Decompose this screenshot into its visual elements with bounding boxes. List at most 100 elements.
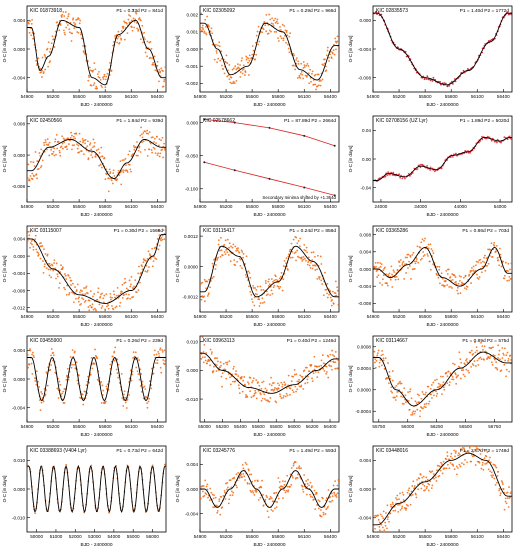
data-point (489, 39, 492, 42)
data-point (470, 460, 473, 463)
data-point (307, 375, 309, 378)
data-point (220, 249, 223, 252)
data-point (158, 244, 161, 247)
data-point (271, 17, 273, 20)
data-point (259, 285, 262, 288)
plot-frame (26, 445, 167, 533)
data-point (235, 370, 237, 373)
data-point (311, 70, 314, 73)
data-point (298, 385, 301, 388)
data-point (426, 75, 429, 78)
data-point (286, 34, 289, 37)
data-point (494, 465, 497, 467)
data-point (64, 288, 66, 291)
data-point (313, 355, 316, 358)
data-point (87, 306, 90, 308)
data-point (44, 394, 46, 397)
y-tick-label: 0.0008 (357, 345, 371, 350)
data-point (334, 37, 337, 40)
y-tick-label: -0.004 (185, 511, 198, 516)
data-point (444, 82, 447, 85)
data-point (267, 32, 270, 35)
data-point (42, 260, 44, 262)
data-point (63, 15, 66, 17)
y-tick-label: 0.004 (360, 458, 372, 463)
data-point (235, 79, 238, 82)
data-point (274, 275, 277, 278)
data-point (74, 137, 77, 140)
data-point (504, 497, 507, 500)
data-point (91, 303, 94, 306)
data-point (382, 278, 384, 281)
data-point (58, 380, 61, 383)
data-point (418, 401, 420, 404)
data-point (253, 296, 256, 299)
data-point (273, 279, 276, 282)
data-point (329, 296, 332, 299)
data-point (227, 486, 229, 489)
data-point (112, 308, 115, 311)
data-point (244, 479, 246, 481)
data-point (409, 388, 412, 391)
data-point (44, 141, 47, 144)
data-point (475, 264, 477, 267)
data-point (428, 400, 431, 403)
data-point (136, 154, 139, 157)
data-point (412, 410, 415, 413)
data-point (147, 250, 150, 253)
data-point (451, 378, 453, 381)
data-point (201, 356, 204, 359)
data-point (101, 86, 103, 88)
data-point (297, 240, 300, 242)
data-point (159, 238, 162, 240)
data-point (43, 265, 46, 268)
data-point (135, 12, 138, 15)
data-point (66, 148, 69, 151)
data-point (121, 290, 123, 293)
panel-title: KIC 03455900 (30, 338, 62, 344)
data-point (112, 169, 115, 172)
x-tick-label: 55750 (372, 424, 385, 429)
model-curve (27, 356, 166, 402)
data-point (99, 163, 102, 166)
data-point (267, 280, 270, 283)
data-point (282, 37, 285, 40)
data-point (152, 372, 155, 375)
data-point (241, 72, 244, 75)
data-point (113, 175, 116, 177)
data-point (255, 397, 258, 400)
data-point (401, 263, 404, 266)
data-point (335, 41, 338, 44)
data-point (261, 397, 264, 400)
data-point (47, 41, 50, 44)
data-point (287, 489, 290, 492)
data-point (219, 59, 222, 62)
x-tick-label: 55500 (246, 534, 259, 539)
data-point (203, 343, 206, 346)
data-point (408, 408, 411, 411)
data-point (394, 276, 396, 279)
data-point (226, 488, 228, 491)
data-point (418, 164, 421, 167)
data-point (452, 82, 454, 85)
data-point (455, 450, 457, 453)
data-point (77, 374, 80, 377)
data-point (134, 355, 136, 358)
data-point (146, 154, 149, 157)
data-point (27, 17, 28, 20)
data-point (216, 258, 219, 260)
plot-frame (199, 445, 340, 533)
data-point (496, 474, 499, 477)
data-point (98, 303, 101, 306)
y-tick-label: 0.010 (14, 458, 26, 463)
data-point (135, 154, 138, 157)
data-point (490, 471, 493, 474)
data-point (298, 467, 301, 470)
data-point (509, 278, 512, 280)
data-point (37, 57, 40, 60)
data-point (245, 463, 248, 466)
data-point (331, 349, 334, 352)
data-point (285, 29, 288, 32)
data-point (289, 393, 291, 396)
